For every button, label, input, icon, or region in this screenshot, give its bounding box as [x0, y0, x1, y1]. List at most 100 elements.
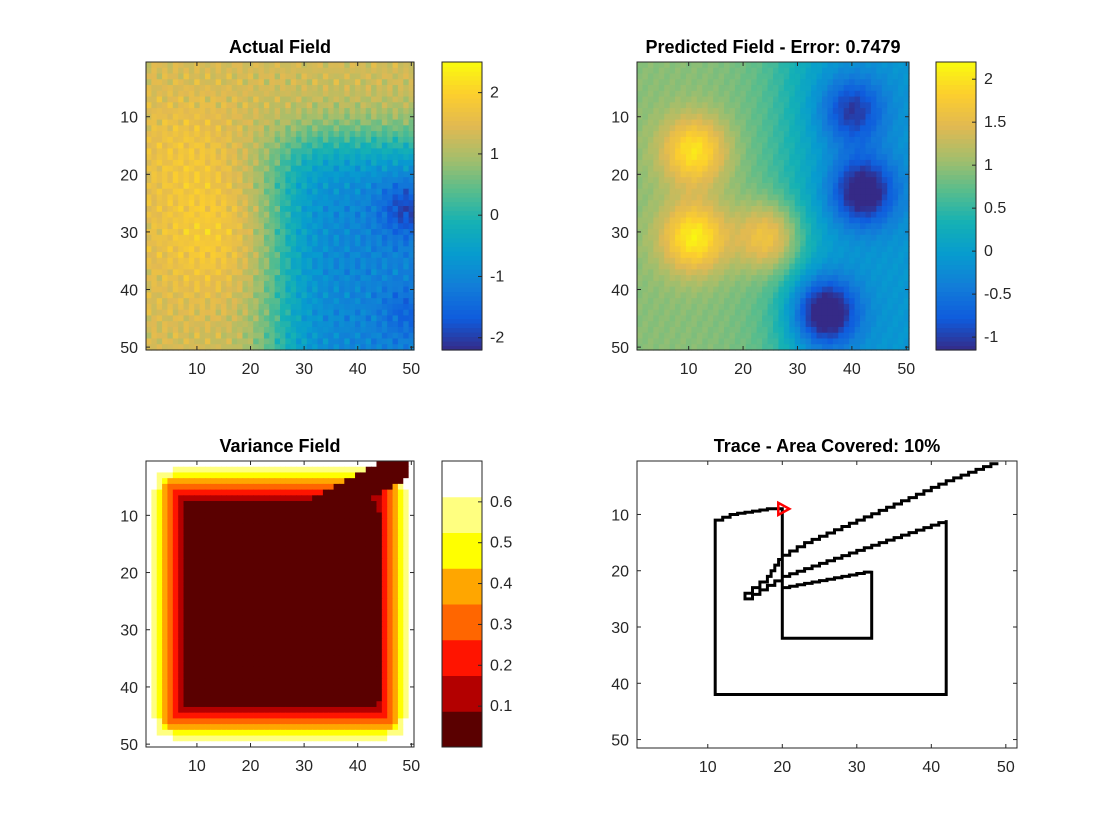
heatmap-cell [887, 223, 894, 230]
heatmap-cell [637, 62, 644, 69]
heatmap-cell [707, 125, 714, 132]
heatmap-cell [745, 223, 752, 230]
heatmap-cell [204, 67, 211, 75]
heatmap-cell [691, 131, 698, 138]
heatmap-cell [317, 148, 324, 155]
heatmap-cell [816, 182, 823, 190]
heatmap-cell [653, 298, 660, 305]
heatmap-cell [263, 125, 270, 132]
heatmap-cell [642, 252, 649, 259]
heatmap-cell [204, 136, 211, 144]
heatmap-cell [821, 194, 828, 201]
heatmap-cell [156, 303, 163, 311]
heatmap-cell [800, 108, 807, 115]
heatmap-cell [773, 171, 780, 178]
heatmap-cell [637, 292, 644, 299]
heatmap-cell [301, 177, 308, 184]
heatmap-cell [811, 188, 818, 196]
heatmap-cell [685, 298, 692, 305]
heatmap-cell [669, 165, 676, 173]
heatmap-cell [210, 62, 217, 69]
heatmap-cell [870, 125, 877, 132]
heatmap-cell [355, 263, 361, 270]
heatmap-cell [702, 303, 709, 311]
heatmap-cell [881, 62, 888, 69]
heatmap-cell [762, 206, 769, 213]
heatmap-cell [664, 234, 671, 242]
heatmap-cell [734, 217, 741, 224]
heatmap-cell [247, 90, 254, 98]
heatmap-cell [876, 171, 883, 178]
heatmap-cell [816, 211, 823, 219]
heatmap-cell [392, 194, 399, 201]
heatmap-cell [392, 275, 399, 282]
heatmap-cell [365, 303, 372, 311]
heatmap-cell [355, 303, 361, 311]
heatmap-cell [713, 62, 720, 69]
heatmap-cell [664, 131, 671, 138]
heatmap-cell [221, 211, 227, 219]
heatmap-cell [881, 102, 888, 109]
heatmap-cell [269, 309, 276, 317]
colorbar-segment [442, 255, 482, 261]
heatmap-cell [387, 136, 394, 144]
heatmap-cell [664, 177, 671, 184]
heatmap-cell [637, 79, 644, 86]
heatmap-cell [237, 234, 244, 242]
heatmap-cell [263, 165, 270, 173]
heatmap-cell [146, 338, 152, 345]
heatmap-cell [789, 211, 796, 219]
heatmap-cell [832, 62, 839, 69]
heatmap-cell [247, 223, 254, 230]
heatmap-cell [729, 142, 736, 149]
heatmap-cell [338, 96, 345, 103]
heatmap-cell [328, 119, 335, 126]
heatmap-cell [381, 269, 388, 276]
heatmap-cell [317, 275, 324, 282]
heatmap-cell [403, 286, 410, 293]
heatmap-cell [854, 206, 861, 213]
heatmap-cell [167, 177, 174, 184]
heatmap-cell [167, 188, 174, 196]
heatmap-cell [892, 159, 899, 167]
heatmap-cell [685, 125, 692, 132]
heatmap-cell [167, 263, 174, 270]
heatmap-cell [680, 119, 687, 126]
heatmap-cell [392, 326, 399, 334]
heatmap-cell [172, 321, 179, 328]
heatmap-cell [783, 223, 790, 230]
heatmap-cell [740, 159, 747, 167]
heatmap-cell [328, 136, 335, 144]
heatmap-cell [221, 252, 227, 259]
heatmap-cell [903, 154, 910, 161]
heatmap-cell [360, 252, 367, 259]
heatmap-cell [167, 275, 174, 282]
heatmap-cell [151, 269, 158, 276]
heatmap-cell [221, 223, 227, 230]
heatmap-cell [865, 303, 872, 311]
heatmap-cell [811, 79, 818, 86]
heatmap-cell [811, 211, 818, 219]
heatmap-cell [263, 303, 270, 311]
heatmap-cell [838, 165, 845, 173]
heatmap-cell [301, 125, 308, 132]
heatmap-cell [360, 292, 367, 299]
heatmap-cell [269, 303, 276, 311]
colorbar-segment [442, 107, 482, 113]
heatmap-cell [194, 154, 201, 161]
heatmap-cell [740, 136, 747, 144]
heatmap-cell [696, 165, 703, 173]
heatmap-cell [805, 217, 812, 224]
heatmap-cell [167, 85, 174, 92]
heatmap-cell [301, 206, 308, 213]
heatmap-cell [675, 154, 682, 161]
heatmap-cell [194, 217, 201, 224]
heatmap-cell [865, 177, 872, 184]
heatmap-cell [178, 142, 185, 149]
heatmap-cell [691, 315, 698, 322]
heatmap-cell [898, 113, 905, 121]
heatmap-cell [226, 148, 233, 155]
heatmap-cell [280, 269, 286, 276]
heatmap-cell [215, 73, 222, 80]
heatmap-cell [865, 73, 872, 80]
